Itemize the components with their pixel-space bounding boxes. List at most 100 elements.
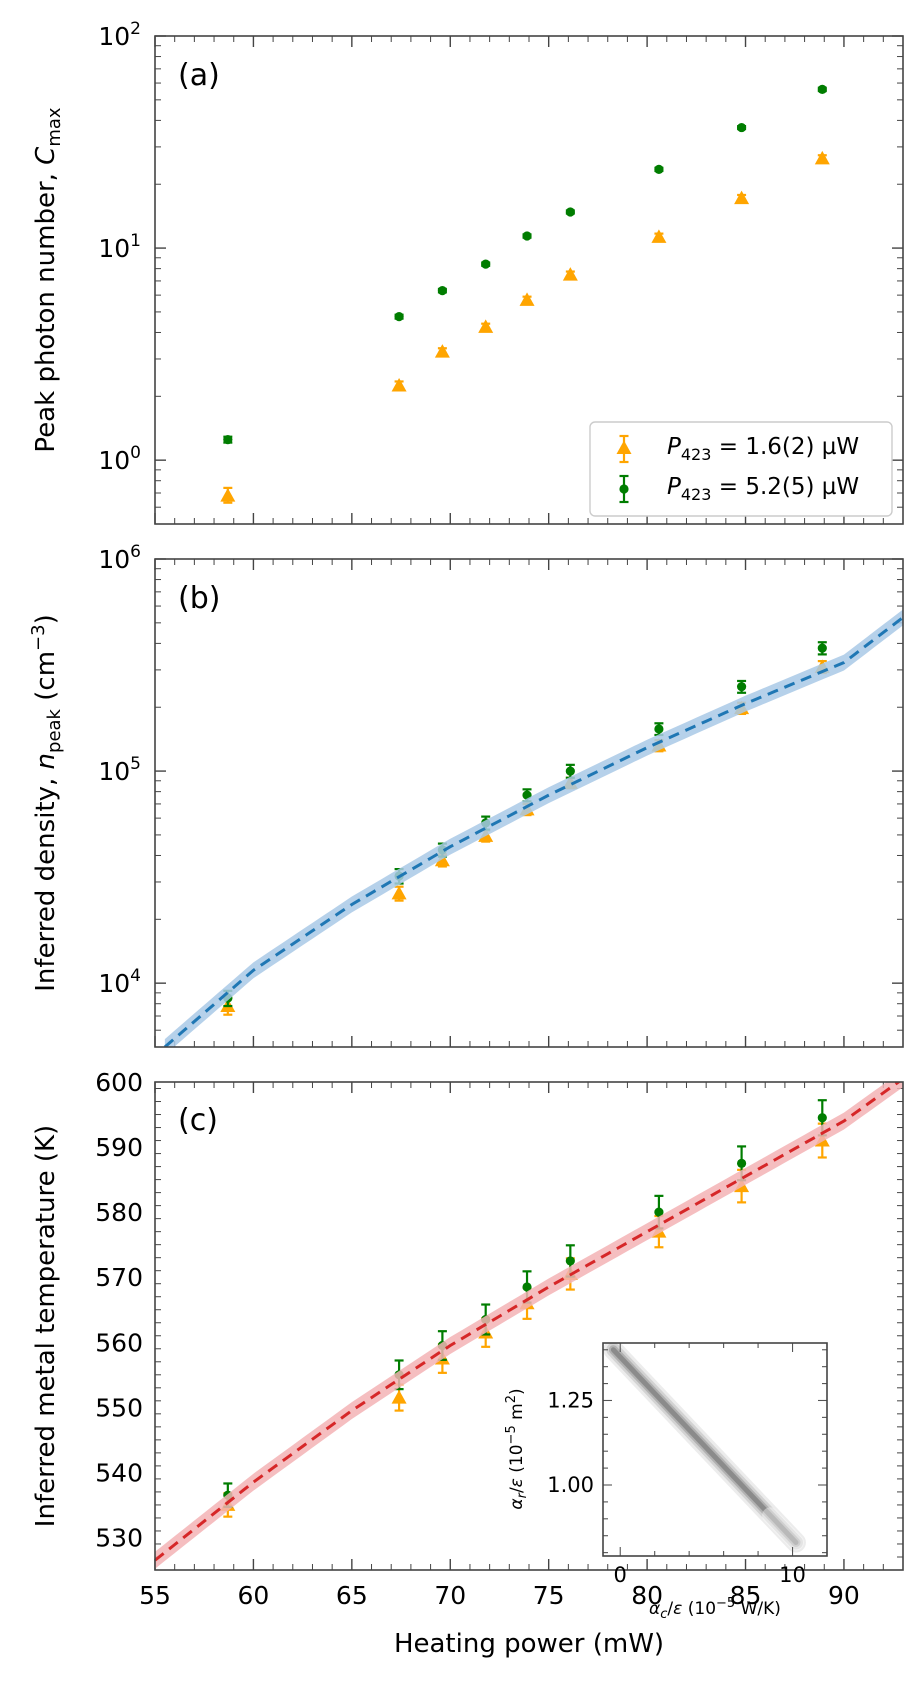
y-tick-label: 590 xyxy=(95,1133,143,1162)
x-axis-label: Heating power (mW) xyxy=(394,1629,664,1659)
panel-b-label: (b) xyxy=(178,581,220,616)
data-point-high xyxy=(481,259,491,269)
data-point-high xyxy=(654,164,664,174)
data-point-high xyxy=(394,312,404,322)
data-point-low xyxy=(434,852,450,867)
data-point-low xyxy=(434,344,450,358)
data-point-low xyxy=(651,229,667,243)
data-point-high xyxy=(817,84,827,95)
data-point-high xyxy=(565,207,575,217)
legend-entry-high: P423 = 5.2(5) µW xyxy=(619,474,859,504)
inset-y-tick-label: 1.25 xyxy=(547,1388,594,1412)
x-tick-label: 70 xyxy=(434,1581,466,1610)
inset-xlabel: αc/ε (10−5 W/K) xyxy=(649,1596,781,1622)
legend-marker-high xyxy=(619,474,629,504)
fit-line xyxy=(155,1082,902,1562)
inset-ylabel: αr/ε (10−5 m2) xyxy=(504,1388,530,1509)
x-tick-label: 55 xyxy=(139,1581,171,1610)
legend-label-low: P423 = 1.6(2) µW xyxy=(667,434,859,464)
y-tick-label: 102 xyxy=(98,19,141,51)
panel-a-grid-ticks xyxy=(154,35,904,525)
y-tick-label: 101 xyxy=(98,231,141,263)
y-tick-label: 106 xyxy=(98,542,141,574)
y-tick-label: 600 xyxy=(95,1068,143,1097)
data-point-low xyxy=(391,885,407,900)
panel-a-frame xyxy=(154,35,904,525)
panel-c: (c) 530 540 550 560 570 580 590 600 55 60 65 70 75 8… xyxy=(31,1068,904,1659)
fit-confidence-band xyxy=(164,609,903,1047)
data-point-high xyxy=(736,682,747,692)
y-tick-label: 570 xyxy=(95,1263,143,1292)
panel-b-data xyxy=(163,609,903,1047)
inset-background xyxy=(603,1343,827,1556)
x-tick-label: 75 xyxy=(533,1581,565,1610)
inset-y-tick-label: 1.00 xyxy=(547,1473,594,1497)
panel-b-frame xyxy=(154,558,904,1048)
y-tick-label: 550 xyxy=(95,1393,143,1422)
panel-a: (a) 100 101 102 Peak photon number, Cmax P… xyxy=(31,19,904,525)
data-point-low xyxy=(814,150,830,165)
panel-a-ytick-labels: 100 101 102 xyxy=(98,19,141,475)
panel-a-label: (a) xyxy=(178,58,220,93)
x-tick-label: 80 xyxy=(631,1581,663,1610)
y-tick-label: 104 xyxy=(98,966,141,998)
data-point-high xyxy=(565,766,575,776)
panel-c-label: (c) xyxy=(178,1103,218,1138)
y-tick-label: 560 xyxy=(95,1328,143,1357)
data-point-low xyxy=(519,292,535,306)
y-tick-label: 530 xyxy=(95,1523,143,1552)
data-point-low xyxy=(734,190,750,205)
x-tick-label: 85 xyxy=(730,1581,762,1610)
inset-heatmap xyxy=(603,1343,806,1553)
panel-b: (b) 104 105 106 Inferred density, npeak (c… xyxy=(28,542,904,1048)
legend-box xyxy=(589,421,893,517)
panel-b-ytick-labels: 104 105 106 xyxy=(98,542,141,998)
inset-tick-labels: 0 10 1.00 1.25 xyxy=(547,1388,806,1587)
data-point-high xyxy=(817,643,827,653)
inset-x-tick-label: 10 xyxy=(779,1563,806,1587)
legend: P423 = 1.6(2) µW P423 = 5.2(5) µW xyxy=(589,421,893,517)
panel-c-ylabel: Inferred metal temperature (K) xyxy=(31,1125,61,1527)
panel-a-ylabel: Peak photon number, Cmax xyxy=(31,107,65,452)
data-point-high xyxy=(654,724,664,734)
inset: 0 10 1.00 1.25 αc/ε (10−5 W/K) αr/ε (10−5 m… xyxy=(504,1342,828,1622)
fit-line xyxy=(163,616,903,1047)
data-point-high xyxy=(654,1207,664,1217)
data-point-low xyxy=(478,319,494,333)
heatmap-density xyxy=(606,1343,803,1550)
inset-frame xyxy=(602,1342,828,1557)
y-tick-label: 105 xyxy=(98,754,141,786)
data-point-low xyxy=(562,267,578,281)
data-point-high xyxy=(522,231,532,241)
data-point-high xyxy=(736,1158,747,1168)
data-point-low xyxy=(391,1390,407,1404)
x-tick-label: 65 xyxy=(336,1581,368,1610)
y-tick-label: 100 xyxy=(98,443,141,475)
panel-c-xtick-labels: 55 60 65 70 75 80 85 90 xyxy=(139,1581,860,1610)
legend-marker-low xyxy=(616,434,632,464)
x-tick-label: 90 xyxy=(828,1581,860,1610)
data-point-high xyxy=(437,286,447,296)
data-point-high xyxy=(736,122,747,133)
data-point-high xyxy=(223,435,233,445)
data-point-low xyxy=(220,488,236,502)
heatmap-density xyxy=(610,1347,799,1545)
x-tick-label: 60 xyxy=(238,1581,270,1610)
data-point-high xyxy=(565,1256,575,1266)
legend-label-high: P423 = 5.2(5) µW xyxy=(667,474,859,504)
data-point-high xyxy=(522,1282,532,1292)
panel-c-data xyxy=(155,1082,903,1569)
y-tick-label: 540 xyxy=(95,1458,143,1487)
legend-triangle-marker xyxy=(616,440,632,454)
panel-c-ytick-labels: 530 540 550 560 570 580 590 600 xyxy=(95,1068,143,1552)
heatmap-density xyxy=(603,1343,806,1553)
legend-circle-marker xyxy=(619,484,629,494)
heatmap-fade xyxy=(762,1507,804,1551)
panel-a-data xyxy=(220,84,830,504)
panel-b-ylabel: Inferred density, npeak (cm−3) xyxy=(28,614,65,991)
inset-x-tick-label: 0 xyxy=(614,1563,627,1587)
panel-c-frame xyxy=(154,1081,904,1571)
heatmap-density xyxy=(608,1345,801,1547)
data-point-high xyxy=(817,1113,827,1123)
